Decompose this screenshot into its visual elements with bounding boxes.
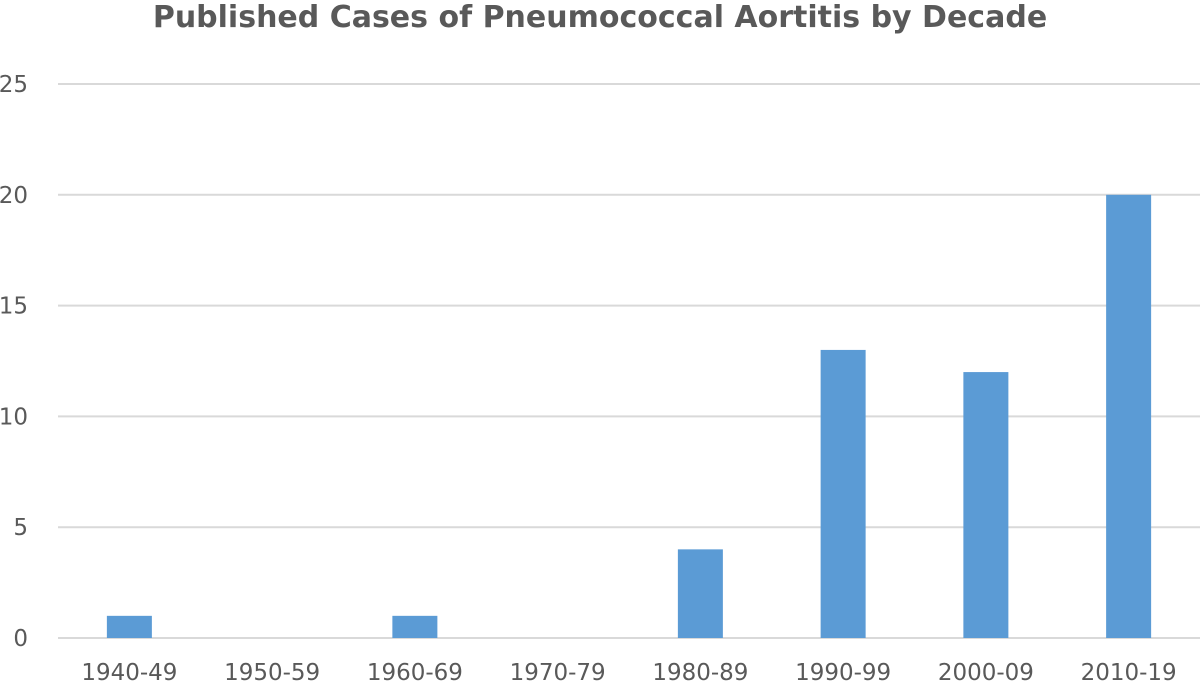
chart-title: Published Cases of Pneumococcal Aortitis… (152, 0, 1048, 35)
gridlines (58, 83, 1200, 639)
bar-1990-99 (820, 349, 866, 638)
y-tick-label: 20 (0, 183, 28, 209)
bar-1940-49 (106, 615, 152, 638)
bar-1980-89 (677, 549, 723, 638)
y-tick-label: 5 (13, 515, 28, 541)
x-axis-ticks: 1940-49 1950-59 1960-69 1970-79 1980-89 1990-… (81, 660, 1176, 686)
x-tick-label: 1940-49 (81, 660, 177, 686)
bars (106, 194, 1152, 639)
bar-2000-09 (963, 372, 1009, 638)
bar-2010-19 (1106, 194, 1152, 639)
x-tick-label: 1990-99 (795, 660, 891, 686)
x-tick-label: 1960-69 (367, 660, 463, 686)
x-tick-label: 2010-19 (1081, 660, 1177, 686)
x-tick-label: 1980-89 (652, 660, 748, 686)
y-tick-label: 25 (0, 72, 28, 98)
x-tick-label: 2000-09 (938, 660, 1034, 686)
x-tick-label: 1970-79 (510, 660, 606, 686)
y-tick-label: 0 (13, 626, 28, 652)
x-tick-label: 1950-59 (224, 660, 320, 686)
y-tick-label: 10 (0, 404, 28, 430)
y-axis-ticks: 0 5 10 15 20 25 (0, 72, 28, 652)
y-tick-label: 15 (0, 294, 28, 320)
bar-1960-69 (392, 615, 438, 638)
